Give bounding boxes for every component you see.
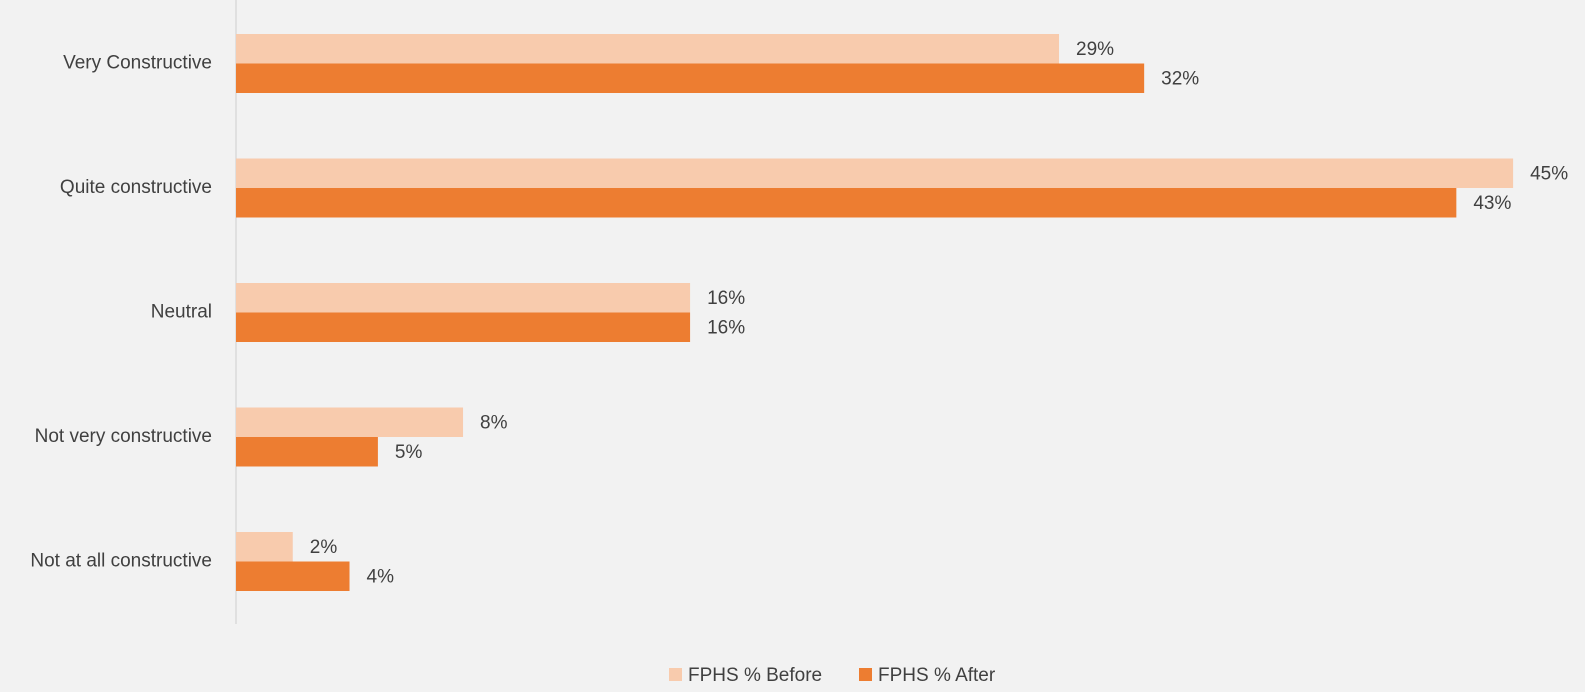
- legend-label-after: FPHS % After: [878, 665, 996, 686]
- bar-after: [236, 437, 378, 467]
- data-label: 16%: [707, 288, 745, 309]
- bar-after: [236, 188, 1457, 218]
- category-label: Not at all constructive: [30, 551, 212, 572]
- category-label: Not very constructive: [35, 426, 212, 447]
- data-label: 45%: [1530, 163, 1568, 184]
- labels-layer: Very Constructive 29% 32% Quite constructiv…: [30, 39, 1568, 588]
- legend-label-before: FPHS % Before: [688, 665, 822, 686]
- category-label: Very Constructive: [63, 53, 212, 74]
- legend-swatch-before: [669, 668, 682, 681]
- bar-after: [236, 312, 691, 342]
- bars-layer: [236, 34, 1514, 591]
- data-label: 8%: [480, 412, 508, 433]
- bar-before: [236, 34, 1060, 64]
- bar-before: [236, 532, 293, 562]
- bar-before: [236, 283, 691, 313]
- data-label: 4%: [367, 566, 395, 587]
- legend-swatch-after: [859, 668, 872, 681]
- legend: FPHS % Before FPHS % After: [669, 665, 996, 686]
- data-label: 29%: [1076, 39, 1114, 60]
- data-label: 43%: [1473, 193, 1511, 214]
- category-label: Quite constructive: [60, 177, 212, 198]
- data-label: 5%: [395, 442, 423, 463]
- bar-before: [236, 158, 1514, 188]
- data-label: 2%: [310, 537, 338, 558]
- data-label: 32%: [1161, 68, 1199, 89]
- bar-after: [236, 63, 1145, 93]
- category-label: Neutral: [151, 302, 212, 323]
- bar-before: [236, 407, 464, 437]
- bar-after: [236, 561, 350, 591]
- data-label: 16%: [707, 317, 745, 338]
